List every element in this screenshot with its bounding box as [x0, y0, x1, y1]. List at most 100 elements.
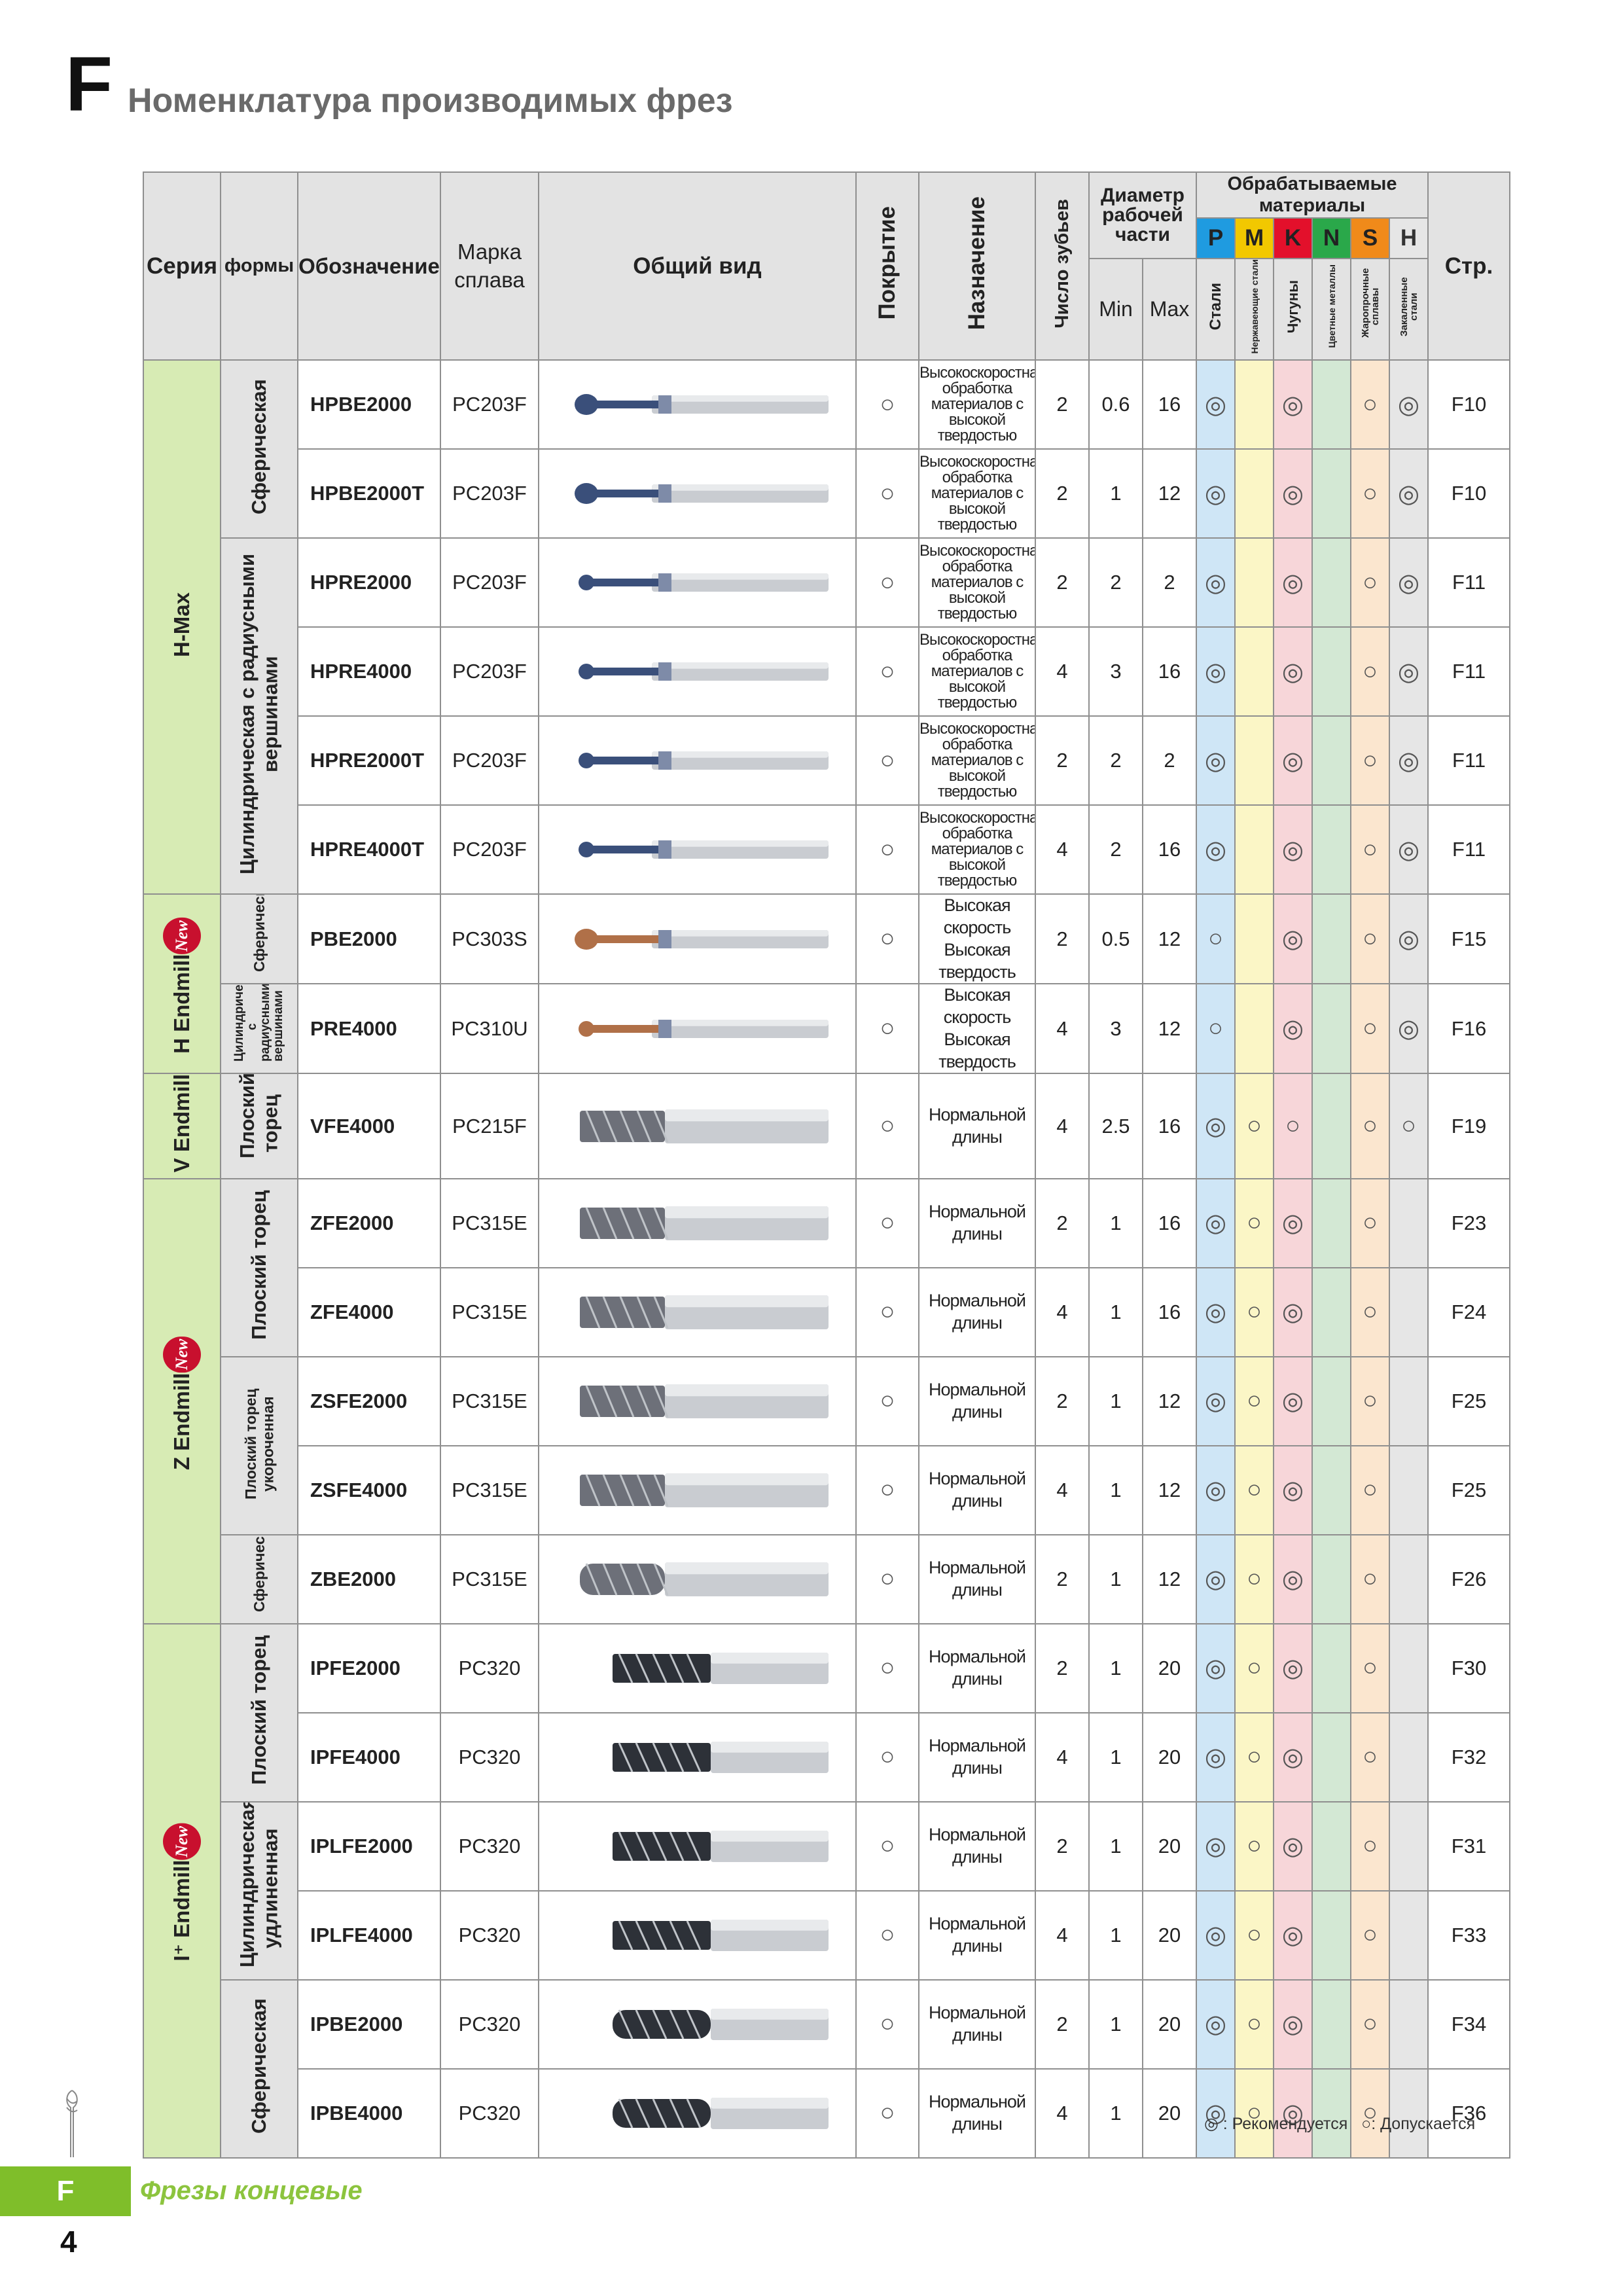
header-page: Стр. — [1427, 171, 1511, 361]
endmill-image — [579, 1295, 829, 1329]
material-n-mark — [1311, 1073, 1352, 1179]
material-k-name: Чугуны — [1273, 257, 1313, 361]
purpose-text: Нормальной длины — [918, 1355, 1036, 1446]
page-ref: F33 — [1427, 1890, 1511, 1981]
tool-view — [538, 2068, 857, 2159]
material-p-mark: ◎ — [1196, 804, 1236, 895]
alloy-grade: PC215F — [440, 1073, 539, 1179]
purpose-text: Нормальной длины — [918, 1623, 1036, 1713]
diameter-max: 2 — [1141, 537, 1198, 628]
teeth-count: 4 — [1035, 983, 1090, 1075]
purpose-text: Высокая скорость Высокая твердость — [918, 983, 1036, 1075]
alloy-grade: PC203F — [440, 626, 539, 717]
table-row: ZFE4000 PC315E ○ Нормальной длины 4 1 16 ◎ ○ ◎ ○ F2… — [143, 1266, 1511, 1357]
material-s-mark: ○ — [1350, 893, 1391, 985]
material-p-name: Стали — [1196, 257, 1236, 361]
material-s-mark: ○ — [1350, 537, 1391, 628]
material-s-mark: ○ — [1350, 1534, 1391, 1624]
material-k-mark: ◎ — [1273, 1177, 1313, 1268]
teeth-count: 2 — [1035, 448, 1090, 539]
teeth-count: 4 — [1035, 1073, 1090, 1179]
product-code: ZBE2000 — [297, 1534, 441, 1624]
tool-view — [538, 893, 857, 985]
material-k-mark: ◎ — [1273, 1623, 1313, 1713]
purpose-text: Нормальной длины — [918, 1890, 1036, 1981]
header-alloy: Марка сплава — [440, 171, 539, 361]
tool-view — [538, 537, 857, 628]
material-p-mark: ◎ — [1196, 715, 1236, 806]
tool-view — [538, 983, 857, 1075]
purpose-text: Высокоскоростная обработка материалов с … — [918, 359, 1036, 450]
table-row: H-Max Сферическая HPBE2000 PC203F ○ Высокоско… — [143, 359, 1511, 895]
page-ref: F10 — [1427, 359, 1511, 450]
material-h-mark — [1389, 1266, 1429, 1357]
tool-view — [538, 1073, 857, 1179]
endmill-image — [578, 1019, 829, 1038]
endmill-image — [612, 2097, 829, 2129]
material-s-name: Жаропрочные сплавы — [1350, 257, 1391, 361]
material-h-mark: ◎ — [1389, 804, 1429, 895]
material-s-mark: ○ — [1350, 983, 1391, 1075]
table-row: Цилиндрическая удлиненная IPLFE2000 PC320 ○… — [143, 1801, 1511, 1981]
header-diameter: Диаметр рабочей части — [1088, 171, 1198, 259]
form-cell: Плоский торец — [220, 1177, 298, 1357]
product-code: ZSFE4000 — [297, 1444, 441, 1535]
material-p-mark: ◎ — [1196, 1979, 1236, 2070]
material-m-mark — [1234, 537, 1275, 628]
alloy-grade: PC203F — [440, 715, 539, 806]
product-code: IPBE2000 — [297, 1979, 441, 2070]
material-m-mark — [1234, 359, 1275, 450]
material-h-mark — [1389, 1623, 1429, 1713]
material-k-mark: ◎ — [1273, 2068, 1313, 2159]
endmill-image — [612, 2008, 829, 2040]
material-n-mark — [1311, 359, 1352, 450]
page-title: Номенклатура производимых фрез — [128, 82, 733, 120]
series-name: V Endmill — [169, 1074, 194, 1173]
coating-mark: ○ — [855, 626, 919, 717]
material-s-mark: ○ — [1350, 1177, 1391, 1268]
alloy-grade: PC315E — [440, 1266, 539, 1357]
material-m-label: M — [1234, 217, 1275, 259]
material-h-mark: ◎ — [1389, 448, 1429, 539]
table-row: Цилиндрическая с радиусными вершинами PRE… — [143, 983, 1511, 1075]
diameter-min: 1 — [1088, 1534, 1143, 1624]
form-cell: Сферическая — [220, 893, 298, 985]
material-m-mark — [1234, 715, 1275, 806]
table-row: V Endmill Плоский торец VFE4000 PC215F ○ Норм… — [143, 1073, 1511, 1179]
page-ref: F11 — [1427, 804, 1511, 895]
tool-view — [538, 1890, 857, 1981]
form-cell: Плоский торец укороченная — [220, 1355, 298, 1535]
material-n-mark — [1311, 1177, 1352, 1268]
tool-view — [538, 359, 857, 450]
coating-mark: ○ — [855, 448, 919, 539]
series-name: Z Endmill — [169, 1372, 194, 1470]
material-p-mark: ◎ — [1196, 1444, 1236, 1535]
material-p-mark: ○ — [1196, 893, 1236, 985]
material-p-mark: ◎ — [1196, 1266, 1236, 1357]
teeth-count: 2 — [1035, 1623, 1090, 1713]
purpose-text: Нормальной длины — [918, 1712, 1036, 1803]
material-k-mark: ◎ — [1273, 893, 1313, 985]
teeth-count: 4 — [1035, 1444, 1090, 1535]
endmill-image — [579, 1109, 829, 1143]
series-cell: H-Max — [143, 359, 221, 895]
form-cell: Сферическая — [220, 1979, 298, 2159]
table-row: Z EndmillNew Плоский торец ZFE2000 PC315E ○ Н… — [143, 1177, 1511, 1624]
teeth-count: 2 — [1035, 359, 1090, 450]
material-k-mark: ◎ — [1273, 1355, 1313, 1446]
alloy-grade: PC203F — [440, 537, 539, 628]
teeth-count: 4 — [1035, 1266, 1090, 1357]
diameter-min: 1 — [1088, 1355, 1143, 1446]
material-k-label: K — [1273, 217, 1313, 259]
series-name: H Endmill — [169, 954, 194, 1054]
header-form: формы — [220, 171, 298, 361]
material-s-mark: ○ — [1350, 1073, 1391, 1179]
product-code: HPRE2000T — [297, 715, 441, 806]
material-p-mark: ◎ — [1196, 2068, 1236, 2159]
new-badge: New — [163, 1336, 201, 1373]
form-cell: Цилиндрическая с радиусными вершинами — [220, 983, 298, 1075]
series-cell: I⁺ EndmillNew — [143, 1623, 221, 2159]
teeth-count: 2 — [1035, 1801, 1090, 1892]
product-code: IPLFE4000 — [297, 1890, 441, 1981]
endmill-image — [579, 1473, 829, 1507]
